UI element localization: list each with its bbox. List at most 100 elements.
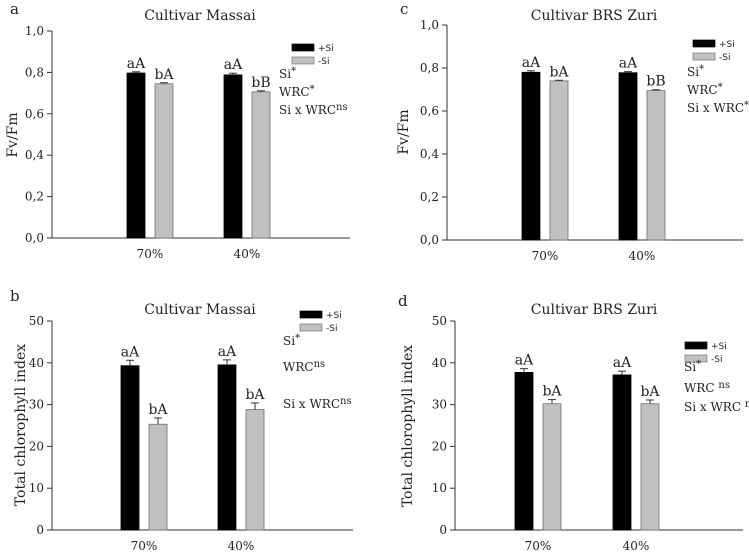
bar-minus-si: [549, 80, 569, 241]
y-tick-label: 40: [29, 356, 44, 370]
anova-significance: ns: [745, 399, 749, 410]
panel-c: c Cultivar BRS Zuri Fv/Fm 0,0 0,2 0,4 0,6 0,8 1,…: [396, 0, 749, 263]
x-tick-label: 40%: [629, 249, 656, 263]
anova-statement: WRC ns: [684, 380, 730, 395]
anova-statement: WRCns: [283, 359, 325, 374]
legend-swatch: [291, 43, 315, 52]
legend-label: -Si: [719, 53, 730, 63]
bar-significance-label: bA: [640, 384, 660, 400]
bar-minus-si: [148, 423, 168, 531]
bar-plus-si: [612, 374, 632, 531]
y-tick-label: 0,8: [25, 65, 44, 79]
y-tick-label: 10: [432, 481, 447, 495]
anova-term: Si x WRC: [279, 103, 336, 117]
anova-significance: *: [744, 100, 749, 111]
anova-statement: Si*: [687, 64, 704, 79]
legend-swatch: [684, 354, 708, 363]
anova-term: Si: [684, 360, 696, 374]
y-tick-label: 10: [29, 481, 44, 495]
y-tick-label: 20: [432, 439, 447, 453]
y-tick-label: 50: [29, 314, 44, 328]
y-tick-label: 1,0: [25, 24, 44, 38]
anova-term: Si x WRC: [687, 101, 744, 115]
y-tick-label: 0,4: [420, 147, 439, 161]
chart-title: Cultivar Massai: [144, 302, 256, 318]
bar-minus-si: [646, 90, 666, 241]
y-tick-label: 0,2: [420, 190, 439, 204]
anova-significance: *: [718, 82, 723, 93]
bar-minus-si: [251, 91, 271, 239]
bar-significance-label: aA: [613, 355, 632, 371]
bar-plus-si: [217, 364, 237, 531]
anova-term: WRC: [687, 83, 718, 97]
legend-swatch: [692, 39, 716, 48]
bar-plus-si: [618, 72, 638, 241]
x-tick-label: 40%: [228, 539, 255, 553]
anova-statement: Si x WRCns: [279, 102, 348, 117]
y-tick-label: 0,2: [25, 190, 44, 204]
anova-term: Si x WRC: [684, 400, 745, 414]
bar-plus-si: [514, 372, 534, 531]
y-axis-label: Total chlorophyll index: [400, 345, 416, 507]
anova-significance: ns: [314, 359, 326, 370]
bar-significance-label: bA: [154, 67, 174, 83]
bar-significance-label: aA: [127, 56, 146, 72]
anova-statement: Si x WRCns: [283, 396, 352, 411]
y-axis-label: Fv/Fm: [5, 112, 21, 157]
anova-significance: *: [696, 359, 701, 370]
legend-swatch: [692, 52, 716, 61]
panel-letter: a: [10, 0, 19, 18]
y-tick-label: 1,0: [420, 18, 439, 32]
y-tick-label: 0,6: [25, 107, 44, 121]
anova-term: Si x WRC: [283, 397, 340, 411]
legend-label: -Si: [318, 57, 329, 67]
y-tick-label: 0,6: [420, 104, 439, 118]
bar-significance-label: bB: [251, 75, 270, 91]
chart-title: Cultivar BRS Zuri: [531, 8, 658, 24]
y-tick-label: 0,4: [25, 148, 44, 162]
y-axis-label: Total chlorophyll index: [13, 344, 29, 506]
panel-letter: b: [10, 287, 20, 305]
legend-swatch: [299, 310, 323, 319]
panel-letter: c: [400, 0, 408, 18]
legend-swatch: [684, 341, 708, 350]
anova-significance: *: [295, 333, 300, 344]
x-tick-label: 70%: [137, 247, 164, 261]
anova-statement: Si*: [279, 66, 296, 81]
bar-minus-si: [542, 403, 562, 531]
anova-term: WRC: [684, 381, 718, 395]
legend-label: +Si: [719, 40, 735, 50]
legend-label: -Si: [711, 355, 722, 365]
anova-statement: Si x WRC*: [687, 100, 749, 115]
legend-label: +Si: [326, 311, 342, 321]
panel-letter: d: [398, 292, 408, 310]
x-tick-label: 70%: [532, 249, 559, 263]
anova-term: WRC: [283, 360, 314, 374]
anova-significance: ns: [340, 396, 352, 407]
y-tick-label: 40: [432, 356, 447, 370]
anova-significance: *: [699, 64, 704, 75]
anova-significance: *: [291, 66, 296, 77]
panel-d: d Cultivar BRS Zuri Total chlorophyll inde…: [398, 292, 749, 553]
anova-term: WRC: [279, 85, 310, 99]
anova-term: Si: [283, 334, 295, 348]
bar-significance-label: aA: [619, 56, 638, 72]
y-axis-label: Fv/Fm: [396, 109, 412, 154]
bar-significance-label: bA: [542, 384, 562, 400]
bar-significance-label: aA: [224, 57, 243, 73]
legend-swatch: [291, 56, 315, 65]
anova-statement: Si*: [684, 359, 701, 374]
bar-minus-si: [245, 409, 265, 531]
y-tick-label: 0: [439, 523, 447, 537]
bar-significance-label: bA: [148, 402, 168, 418]
bar-significance-label: bA: [245, 387, 265, 403]
legend-label: -Si: [326, 324, 337, 334]
x-tick-label: 40%: [234, 247, 261, 261]
panel-b: b Cultivar Massai Total chlorophyll index 0…: [10, 287, 353, 553]
bar-significance-label: aA: [121, 344, 140, 360]
y-tick-label: 50: [432, 314, 447, 328]
bar-significance-label: bA: [549, 64, 569, 80]
bar-significance-label: aA: [515, 353, 534, 369]
bar-plus-si: [120, 365, 140, 531]
